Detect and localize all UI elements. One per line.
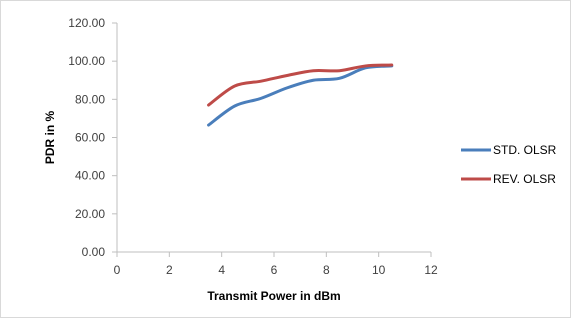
legend-label-1: STD. OLSR bbox=[493, 143, 557, 157]
x-tick-label: 12 bbox=[424, 263, 438, 277]
x-tick-label: 4 bbox=[218, 263, 225, 277]
x-tick-label: 8 bbox=[323, 263, 330, 277]
y-tick-label: 40.00 bbox=[75, 169, 105, 183]
legend-label-2: REV. OLSR bbox=[493, 172, 556, 186]
series-line-2 bbox=[207, 63, 394, 107]
y-tick-label: 80.00 bbox=[75, 92, 105, 106]
x-axis-ticks: 0 2 4 6 8 10 12 bbox=[114, 252, 438, 277]
y-tick-label: 120.00 bbox=[68, 16, 105, 30]
y-tick-label: 20.00 bbox=[75, 207, 105, 221]
legend: STD. OLSR REV. OLSR bbox=[461, 143, 557, 186]
y-tick-label: 60.00 bbox=[75, 131, 105, 145]
x-tick-label: 6 bbox=[271, 263, 278, 277]
x-tick-label: 0 bbox=[114, 263, 121, 277]
y-axis-title: PDR in % bbox=[43, 111, 57, 165]
y-tick-label: 100.00 bbox=[68, 54, 105, 68]
y-tick-label: 0.00 bbox=[82, 245, 106, 259]
x-axis-title: Transmit Power in dBm bbox=[207, 289, 340, 303]
y-axis-ticks: 0.00 20.00 40.00 60.00 80.00 100.00 120.00 bbox=[68, 16, 117, 259]
x-tick-label: 2 bbox=[166, 263, 173, 277]
x-tick-label: 10 bbox=[372, 263, 386, 277]
series-lines bbox=[207, 63, 394, 127]
series-line-1 bbox=[207, 64, 394, 127]
